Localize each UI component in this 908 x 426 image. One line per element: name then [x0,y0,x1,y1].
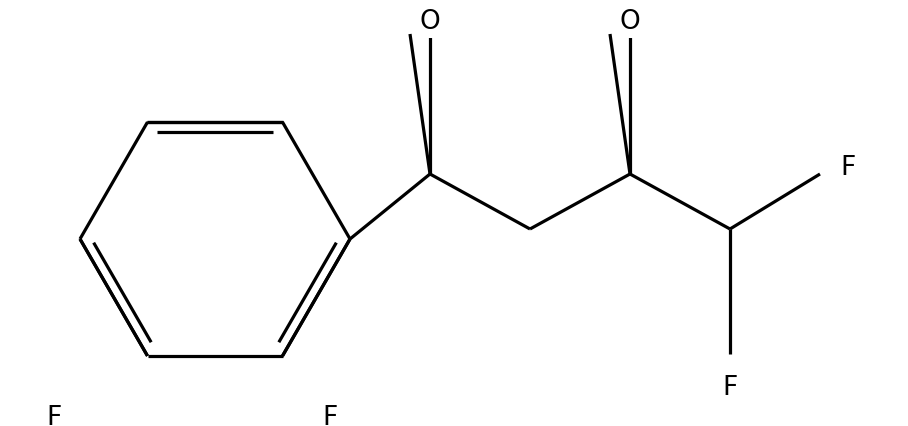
Text: F: F [840,155,855,181]
Text: F: F [322,404,338,426]
Text: O: O [419,9,440,35]
Text: F: F [723,374,737,400]
Text: F: F [46,404,62,426]
Text: O: O [619,9,640,35]
